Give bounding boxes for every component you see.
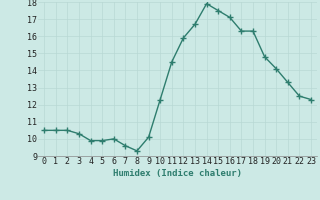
X-axis label: Humidex (Indice chaleur): Humidex (Indice chaleur) [113,169,242,178]
